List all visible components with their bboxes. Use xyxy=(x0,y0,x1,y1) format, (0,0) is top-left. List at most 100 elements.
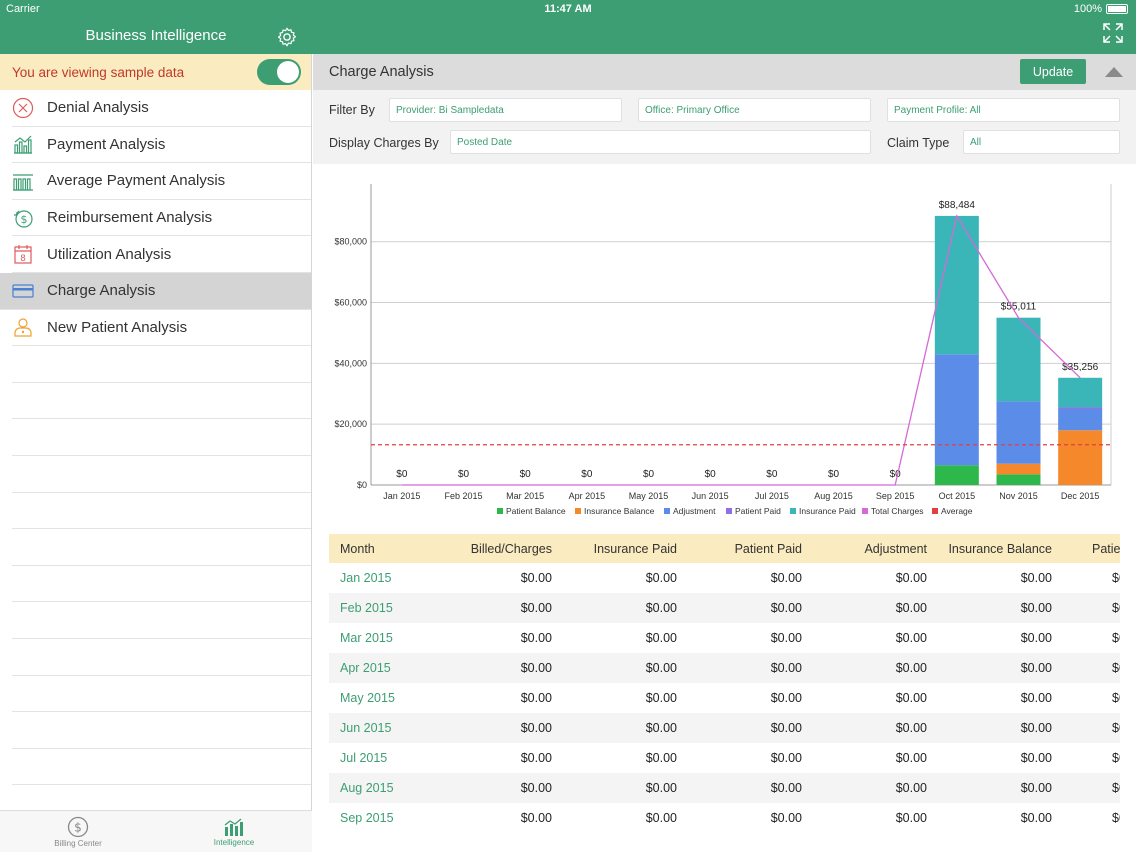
table-cell: Apr 2015 xyxy=(329,661,429,675)
table-cell: $0.00 xyxy=(1020,751,1052,765)
month-link[interactable]: Sep 2015 xyxy=(340,811,394,825)
table-cell: $0.00 xyxy=(679,721,804,735)
svg-text:$: $ xyxy=(21,213,28,226)
table-cell: $0.00 xyxy=(895,661,927,675)
bar-segment xyxy=(934,354,979,466)
denial-icon xyxy=(12,97,34,118)
table-row[interactable]: Apr 2015 $0.00 $0.00 $0.00 $0.00 $0.00 $0.00 xyxy=(329,653,1120,683)
data-label: $88,484 xyxy=(939,200,976,211)
x-tick-label: Nov 2015 xyxy=(999,491,1038,501)
bar-segment xyxy=(1058,407,1103,409)
table-cell: $0.00 xyxy=(895,691,927,705)
sidebar-item-payment-analysis[interactable]: Payment Analysis xyxy=(12,127,311,164)
sidebar-item-denial-analysis[interactable]: Denial Analysis xyxy=(12,90,311,127)
fullscreen-icon[interactable] xyxy=(1102,22,1124,44)
table-cell: $0.00 xyxy=(645,691,677,705)
sidebar-item-charge-analysis[interactable]: Charge Analysis xyxy=(0,272,311,310)
table-cell: $0.00 xyxy=(804,571,929,585)
table-cell: $0.00 xyxy=(1020,721,1052,735)
table-row[interactable]: Jun 2015 $0.00 $0.00 $0.00 $0.00 $0.00 $0.00 xyxy=(329,713,1120,743)
provider-filter[interactable]: Provider: Bi Sampledata xyxy=(389,98,622,122)
table-row[interactable]: Sep 2015 $0.00 $0.00 $0.00 $0.00 $0.00 $0.00 xyxy=(329,803,1120,833)
collapse-triangle-icon[interactable] xyxy=(1105,67,1123,77)
table-cell: $0.00 xyxy=(554,571,679,585)
legend-label: Patient Paid xyxy=(735,506,781,516)
table-cell: $0.00 xyxy=(645,721,677,735)
table-cell: $0.00 xyxy=(1054,661,1120,675)
table-cell: $0.00 xyxy=(554,721,679,735)
tab-billing-center[interactable]: $ Billing Center xyxy=(0,811,156,852)
sample-data-toggle[interactable] xyxy=(257,59,301,85)
month-link[interactable]: Jun 2015 xyxy=(340,721,392,735)
month-link[interactable]: Mar 2015 xyxy=(340,631,393,645)
table-cell: $0.00 xyxy=(1020,631,1052,645)
table-cell: $0.00 xyxy=(645,811,677,825)
table-row[interactable]: Jul 2015 $0.00 $0.00 $0.00 $0.00 $0.00 $0.00 xyxy=(329,743,1120,773)
month-link[interactable]: Jan 2015 xyxy=(340,571,392,585)
column-header[interactable]: Adjustment xyxy=(864,541,927,556)
column-header[interactable]: Patient Balance xyxy=(1092,541,1120,556)
bar-segment xyxy=(1058,408,1103,431)
column-header[interactable]: Insurance Paid xyxy=(593,541,677,556)
table-cell: $0.00 xyxy=(895,721,927,735)
legend-swatch xyxy=(726,508,732,514)
table-cell: $0.00 xyxy=(1112,601,1120,615)
table-cell: $0.00 xyxy=(770,571,802,585)
table-cell: $0.00 xyxy=(804,661,929,675)
column-header[interactable]: Patient Paid xyxy=(734,541,802,556)
table-cell: $0.00 xyxy=(1112,721,1120,735)
table-cell: $0.00 xyxy=(1020,691,1052,705)
sidebar-item-reimbursement-analysis[interactable]: $ Reimbursement Analysis xyxy=(12,200,311,237)
gear-icon[interactable] xyxy=(276,26,298,48)
table-cell: $0.00 xyxy=(929,631,1054,645)
update-button[interactable]: Update xyxy=(1020,59,1086,84)
y-tick-label: $40,000 xyxy=(334,358,367,368)
empty-row xyxy=(12,419,311,456)
table-row[interactable]: Mar 2015 $0.00 $0.00 $0.00 $0.00 $0.00 $0.00 xyxy=(329,623,1120,653)
bar-segment xyxy=(996,317,1041,402)
bar-chart-icon xyxy=(224,818,243,836)
legend-label: Insurance Paid xyxy=(799,506,856,516)
y-tick-label: $60,000 xyxy=(334,298,367,308)
sidebar-item-label: Payment Analysis xyxy=(47,135,166,153)
claim-type-field[interactable]: All xyxy=(963,130,1120,154)
office-filter[interactable]: Office: Primary Office xyxy=(638,98,871,122)
table-cell: $0.00 xyxy=(429,721,554,735)
table-row[interactable]: Feb 2015 $0.00 $0.00 $0.00 $0.00 $0.00 $0.00 xyxy=(329,593,1120,623)
table-cell: $0.00 xyxy=(679,661,804,675)
display-charges-by-field[interactable]: Posted Date xyxy=(450,130,871,154)
empty-row xyxy=(12,712,311,749)
sidebar-item-utilization-analysis[interactable]: 8 Utilization Analysis xyxy=(12,236,311,273)
column-header[interactable]: Month xyxy=(340,541,375,556)
bar-segment xyxy=(1058,377,1103,408)
legend-label: Total Charges xyxy=(871,506,923,516)
table-cell: Jan 2015 xyxy=(329,571,429,585)
table-cell: $0.00 xyxy=(895,571,927,585)
sample-data-banner: You are viewing sample data xyxy=(0,54,311,90)
table-cell: $0.00 xyxy=(1020,811,1052,825)
sidebar-item-new-patient-analysis[interactable]: New Patient Analysis xyxy=(12,310,311,347)
tab-intelligence[interactable]: Intelligence xyxy=(156,811,312,852)
payment-profile-filter[interactable]: Payment Profile: All xyxy=(887,98,1120,122)
table-cell: $0.00 xyxy=(429,751,554,765)
table-row[interactable]: May 2015 $0.00 $0.00 $0.00 $0.00 $0.00 $0.00 xyxy=(329,683,1120,713)
y-tick-label: $20,000 xyxy=(334,419,367,429)
month-link[interactable]: Feb 2015 xyxy=(340,601,393,615)
month-link[interactable]: May 2015 xyxy=(340,691,395,705)
month-link[interactable]: Apr 2015 xyxy=(340,661,391,675)
tab-bar: $ Billing Center Intelligence xyxy=(0,810,312,852)
table-cell: Feb 2015 xyxy=(329,601,429,615)
table-row[interactable]: Jan 2015 $0.00 $0.00 $0.00 $0.00 $0.00 $0.00 xyxy=(329,563,1120,593)
sidebar-item-average-payment-analysis[interactable]: Average Payment Analysis xyxy=(12,163,311,200)
column-header[interactable]: Insurance Balance xyxy=(948,541,1052,556)
table-cell: $0.00 xyxy=(554,631,679,645)
empty-row xyxy=(12,493,311,530)
month-link[interactable]: Aug 2015 xyxy=(340,781,394,795)
table-cell: $0.00 xyxy=(929,601,1054,615)
table-cell: $0.00 xyxy=(1054,631,1120,645)
table-cell: Sep 2015 xyxy=(329,811,429,825)
table-row[interactable]: Aug 2015 $0.00 $0.00 $0.00 $0.00 $0.00 $0.00 xyxy=(329,773,1120,803)
column-header[interactable]: Billed/Charges xyxy=(470,541,552,556)
y-tick-label: $80,000 xyxy=(334,237,367,247)
month-link[interactable]: Jul 2015 xyxy=(340,751,388,765)
